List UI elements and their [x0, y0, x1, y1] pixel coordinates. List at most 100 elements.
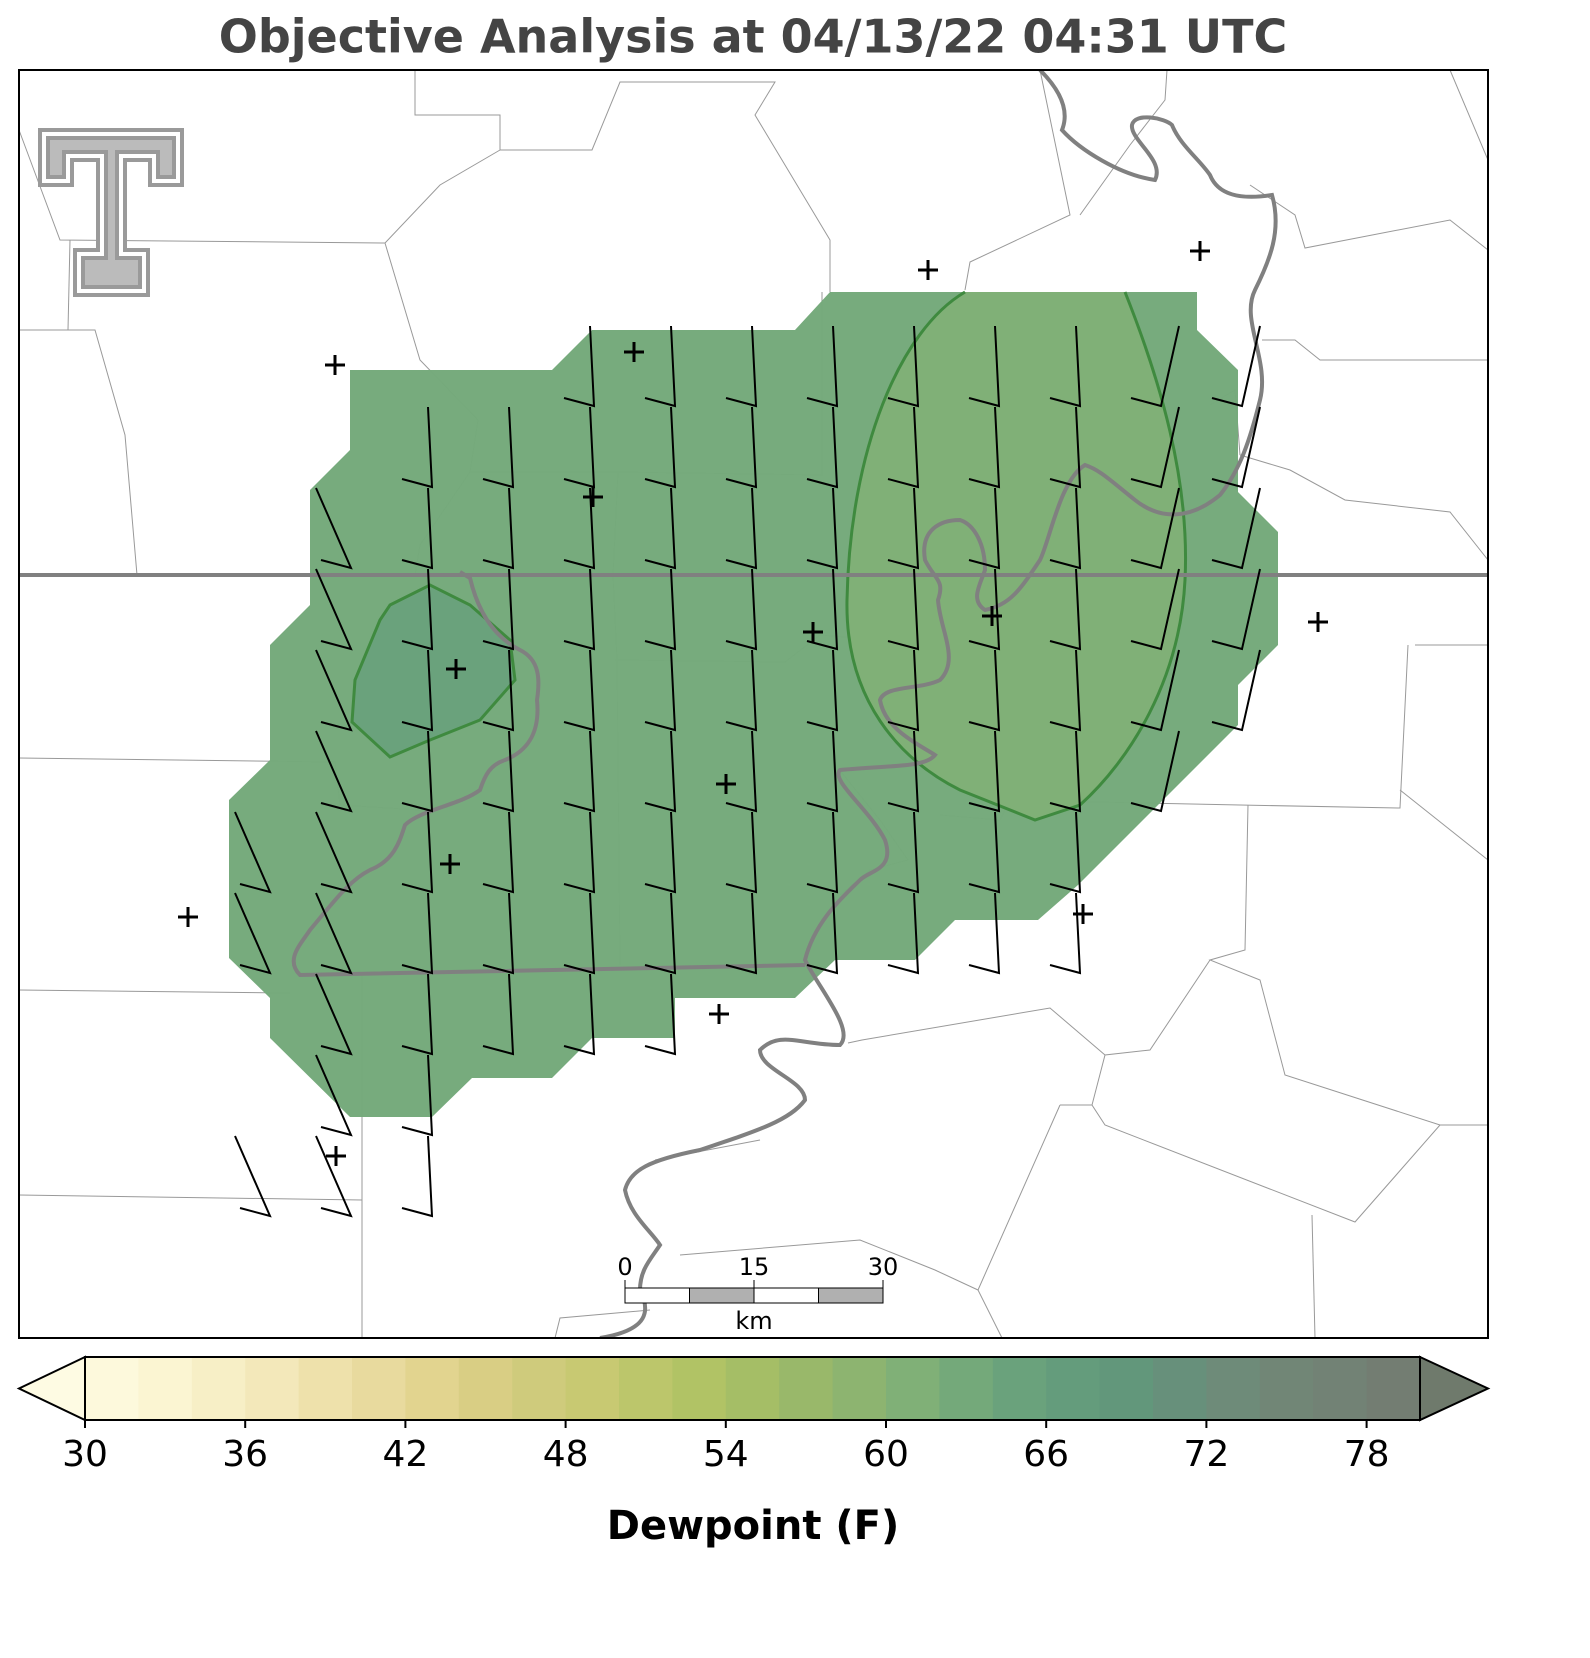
colorbar-tick-label: 48: [543, 1434, 589, 1475]
wind-barb: [1130, 487, 1180, 570]
wind-barb: [1211, 568, 1261, 651]
map: [19, 70, 1488, 1338]
colorbar-bin: [245, 1357, 300, 1420]
wind-barb: [401, 1135, 434, 1218]
wind-barb: [1130, 325, 1180, 408]
wind-barb: [482, 487, 515, 570]
station: [446, 659, 466, 679]
wind-barb: [1049, 406, 1082, 489]
wind-barb: [1049, 568, 1082, 651]
wind-barb: [315, 730, 353, 813]
wind-barb: [806, 487, 839, 570]
wind-barb: [644, 487, 677, 570]
colorbar-bin: [939, 1357, 994, 1420]
wind-barb: [644, 649, 677, 732]
colorbar-bin: [352, 1357, 406, 1420]
stations: [178, 241, 1328, 1166]
wind-barb: [644, 325, 677, 408]
colorbar-bin: [619, 1357, 673, 1420]
wind-barb: [1130, 649, 1180, 732]
scale-tick-label: 0: [617, 1253, 632, 1281]
colorbar-bin: [832, 1357, 887, 1420]
wind-barb: [887, 649, 920, 732]
wind-barb: [968, 568, 1001, 651]
wind-barb: [644, 568, 677, 651]
wind-barb: [1049, 892, 1082, 975]
colorbar-bin: [992, 1357, 1047, 1420]
wind-barb: [725, 811, 758, 894]
colorbar-label: Dewpoint (F): [607, 1503, 900, 1549]
station: [325, 355, 345, 375]
wind-barb: [644, 973, 677, 1056]
wind-barb: [644, 811, 677, 894]
wind-barb: [563, 973, 596, 1056]
wind-barb: [968, 892, 1001, 975]
wind-barb: [482, 730, 515, 813]
contour-dark: [350, 583, 517, 759]
wind-barb: [563, 325, 596, 408]
colorbar-bin: [138, 1357, 193, 1420]
wind-barb: [1211, 406, 1261, 489]
wind-barb: [968, 811, 1001, 894]
colorbar-bin: [1313, 1357, 1368, 1420]
colorbar-tick-label: 30: [62, 1434, 108, 1475]
scale-segment: [753, 1287, 819, 1304]
wind-barb: [401, 892, 434, 975]
wind-barb: [887, 811, 920, 894]
wind-barb: [401, 568, 434, 651]
wind-barb: [1211, 487, 1261, 570]
wind-barb: [482, 892, 515, 975]
colorbar-tick-label: 66: [1023, 1434, 1069, 1475]
wind-barb: [315, 1135, 353, 1218]
colorbar-bin: [1046, 1357, 1101, 1420]
wind-barb: [725, 568, 758, 651]
colorbar-bin: [405, 1357, 460, 1420]
logo: [38, 128, 184, 297]
wind-barb: [1130, 730, 1180, 813]
scale-segment: [689, 1287, 755, 1304]
wind-barb: [806, 811, 839, 894]
wind-barb: [887, 406, 920, 489]
station: [326, 1146, 346, 1166]
scale-tick-label: 15: [739, 1253, 770, 1281]
colorbar-tick-label: 60: [863, 1434, 909, 1475]
station: [440, 854, 460, 874]
wind-barb: [1130, 568, 1180, 651]
station: [803, 622, 823, 642]
wind-barb: [644, 406, 677, 489]
wind-barb: [806, 730, 839, 813]
wind-barb: [806, 406, 839, 489]
wind-barb: [806, 325, 839, 408]
wind-barb: [563, 487, 596, 570]
wind-barb: [725, 325, 758, 408]
wind-barb: [482, 811, 515, 894]
wind-barb: [887, 568, 920, 651]
wind-barb: [315, 1054, 353, 1137]
wind-barb: [644, 730, 677, 813]
wind-barb: [806, 649, 839, 732]
wind-barb: [563, 730, 596, 813]
wind-barb: [725, 406, 758, 489]
wind-barb: [482, 406, 515, 489]
analysis: [229, 290, 1278, 1117]
wind-barb: [968, 730, 1001, 813]
wind-barb: [644, 892, 677, 975]
colorbar-bin: [779, 1357, 834, 1420]
wind-barb: [401, 811, 434, 894]
wind-barb: [315, 649, 353, 732]
state-borders: [19, 70, 1488, 1338]
wind-barb: [1049, 325, 1082, 408]
wind-barb: [806, 892, 839, 975]
wind-barb: [315, 892, 353, 975]
station: [178, 907, 198, 927]
wind-barb: [887, 730, 920, 813]
wind-barb: [1130, 406, 1180, 489]
wind-barb: [1211, 649, 1261, 732]
wind-barb: [563, 811, 596, 894]
wind-barb: [725, 730, 758, 813]
colorbar-tick-label: 72: [1183, 1434, 1229, 1475]
wind-barb: [563, 568, 596, 651]
wind-barb: [315, 568, 353, 651]
